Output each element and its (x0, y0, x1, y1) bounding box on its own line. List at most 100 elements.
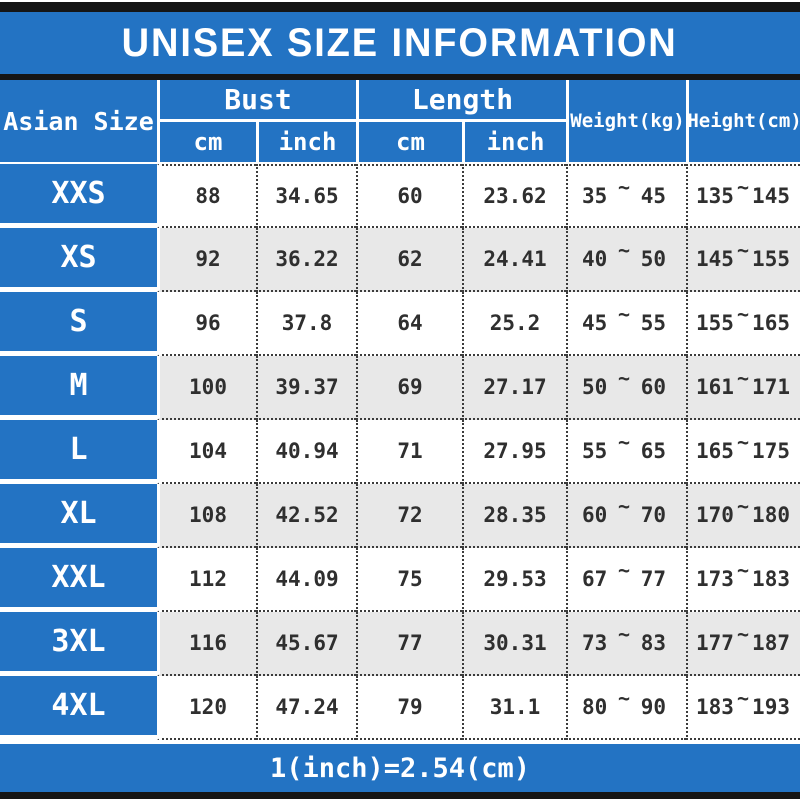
size-label: XL (0, 484, 157, 548)
conversion-note: 1(inch)=2.54(cm) (269, 752, 531, 784)
footer-bar: 1(inch)=2.54(cm) (0, 744, 800, 792)
length-cm-value: 77 (356, 612, 462, 676)
length-inch-value: 28.35 (462, 484, 566, 548)
tilde-separator: ~ (617, 686, 631, 710)
tilde-separator: ~ (617, 558, 631, 582)
height-max-value: 155 (752, 247, 790, 271)
weight-max-value: 83 (640, 631, 666, 655)
weight-max-value: 55 (640, 311, 666, 335)
weight-min-value: 35 (582, 184, 608, 208)
height-max-value: 165 (752, 311, 790, 335)
top-margin (0, 0, 800, 2)
tilde-separator: ~ (736, 302, 750, 326)
height-range: 161 ~ 171 (686, 356, 800, 420)
length-cm-value: 64 (356, 292, 462, 356)
table-row: L 104 40.94 71 27.95 55 ~ 65 165 ~ 175 (0, 420, 800, 484)
bust-cm-value: 100 (157, 356, 256, 420)
tilde-separator: ~ (736, 494, 750, 518)
length-inch-value: 24.41 (462, 228, 566, 292)
weight-range: 50 ~ 60 (566, 356, 686, 420)
length-inch-value: 27.95 (462, 420, 566, 484)
size-label: 4XL (0, 676, 157, 740)
bust-cm-value: 116 (157, 612, 256, 676)
length-cm-value: 60 (356, 164, 462, 228)
weight-max-value: 70 (640, 503, 666, 527)
height-max-value: 183 (752, 567, 790, 591)
length-inch-value: 27.17 (462, 356, 566, 420)
tilde-separator: ~ (617, 302, 631, 326)
size-label: XXS (0, 164, 157, 228)
height-range: 135 ~ 145 (686, 164, 800, 228)
size-label: S (0, 292, 157, 356)
header-bust-inch: inch (256, 122, 356, 162)
footer-gap (0, 740, 800, 744)
table-row: XS 92 36.22 62 24.41 40 ~ 50 145 ~ 155 (0, 228, 800, 292)
tilde-separator: ~ (736, 686, 750, 710)
tilde-separator: ~ (617, 430, 631, 454)
weight-max-value: 45 (640, 184, 666, 208)
bust-inch-value: 40.94 (256, 420, 356, 484)
tilde-separator: ~ (736, 622, 750, 646)
page-title: UNISEX SIZE INFORMATION (121, 20, 679, 65)
length-inch-value: 23.62 (462, 164, 566, 228)
bust-cm-value: 92 (157, 228, 256, 292)
weight-min-value: 80 (582, 695, 608, 719)
weight-max-value: 90 (640, 695, 666, 719)
table-row: XL 108 42.52 72 28.35 60 ~ 70 170 ~ 180 (0, 484, 800, 548)
height-min-value: 173 (696, 567, 734, 591)
header-weight-kg: Weight(kg) (566, 80, 686, 162)
height-min-value: 177 (696, 631, 734, 655)
table-row: M 100 39.37 69 27.17 50 ~ 60 161 ~ 171 (0, 356, 800, 420)
weight-min-value: 40 (582, 247, 608, 271)
tilde-separator: ~ (736, 366, 750, 390)
tilde-separator: ~ (736, 238, 750, 262)
table-header: Asian Size Bust Length Weight(kg) Height… (0, 80, 800, 162)
tilde-separator: ~ (617, 622, 631, 646)
height-range: 173 ~ 183 (686, 548, 800, 612)
header-length-inch: inch (462, 122, 566, 162)
table-row: XXL 112 44.09 75 29.53 67 ~ 77 173 ~ 183 (0, 548, 800, 612)
weight-min-value: 55 (582, 439, 608, 463)
tilde-separator: ~ (617, 494, 631, 518)
bust-cm-value: 112 (157, 548, 256, 612)
height-min-value: 135 (696, 184, 734, 208)
weight-max-value: 60 (640, 375, 666, 399)
size-label: L (0, 420, 157, 484)
weight-range: 60 ~ 70 (566, 484, 686, 548)
height-range: 177 ~ 187 (686, 612, 800, 676)
size-label: 3XL (0, 612, 157, 676)
weight-range: 40 ~ 50 (566, 228, 686, 292)
top-border (0, 2, 800, 12)
bust-cm-value: 108 (157, 484, 256, 548)
weight-range: 80 ~ 90 (566, 676, 686, 740)
header-asian-size: Asian Size (0, 80, 157, 162)
bust-cm-value: 88 (157, 164, 256, 228)
tilde-separator: ~ (736, 175, 750, 199)
bottom-border (0, 792, 800, 799)
table-row: 3XL 116 45.67 77 30.31 73 ~ 83 177 ~ 187 (0, 612, 800, 676)
bust-inch-value: 37.8 (256, 292, 356, 356)
bust-cm-value: 120 (157, 676, 256, 740)
bust-inch-value: 47.24 (256, 676, 356, 740)
size-label: XXL (0, 548, 157, 612)
length-cm-value: 62 (356, 228, 462, 292)
length-cm-value: 71 (356, 420, 462, 484)
table-body: XXS 88 34.65 60 23.62 35 ~ 45 135 ~ 145 … (0, 162, 800, 740)
height-max-value: 187 (752, 631, 790, 655)
length-inch-value: 25.2 (462, 292, 566, 356)
bust-inch-value: 42.52 (256, 484, 356, 548)
weight-max-value: 77 (640, 567, 666, 591)
table-row: XXS 88 34.65 60 23.62 35 ~ 45 135 ~ 145 (0, 164, 800, 228)
weight-min-value: 73 (582, 631, 608, 655)
tilde-separator: ~ (617, 238, 631, 262)
size-label: XS (0, 228, 157, 292)
height-range: 165 ~ 175 (686, 420, 800, 484)
title-divider (0, 74, 800, 80)
bust-cm-value: 96 (157, 292, 256, 356)
bust-cm-value: 104 (157, 420, 256, 484)
length-inch-value: 29.53 (462, 548, 566, 612)
height-max-value: 171 (752, 375, 790, 399)
table-row: 4XL 120 47.24 79 31.1 80 ~ 90 183 ~ 193 (0, 676, 800, 740)
height-min-value: 155 (696, 311, 734, 335)
